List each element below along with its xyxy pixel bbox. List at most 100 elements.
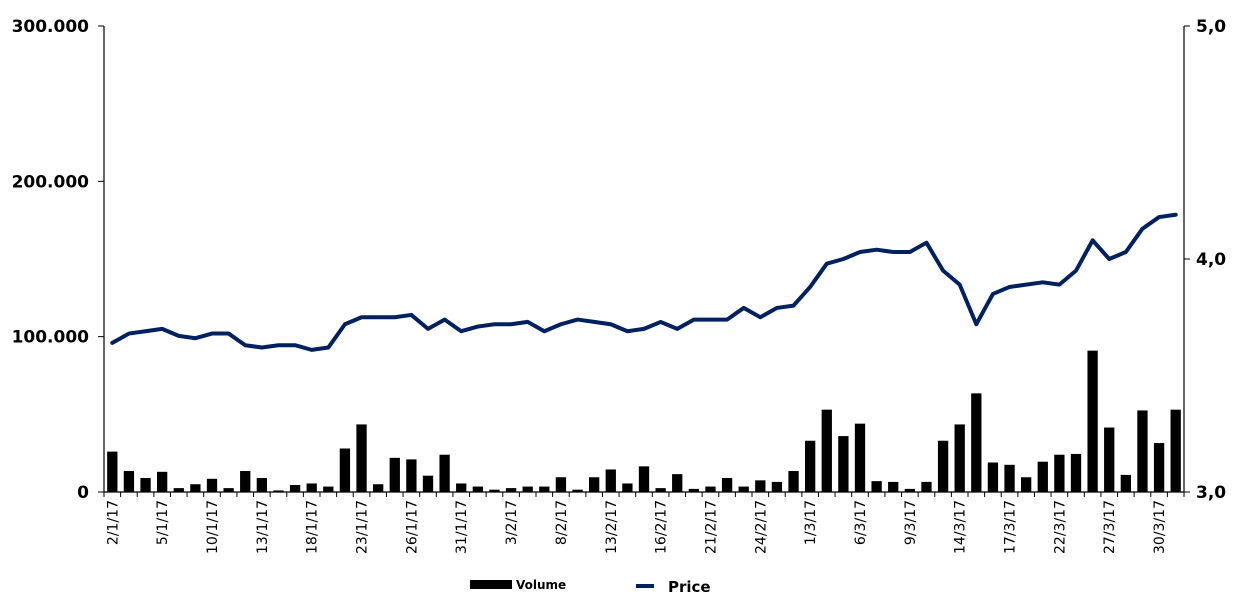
volume-bar [888,481,899,492]
volume-bar [854,423,866,492]
price-line [110,212,1178,352]
volume-bar [1137,410,1148,492]
volume-bar [871,481,882,492]
volume-bar [572,489,583,492]
x-tick-label: 8/2/17 [554,500,570,545]
volume-bar [107,451,118,492]
x-tick-label: 14/3/17 [953,500,969,554]
volume-bar [655,488,666,492]
volume-bar [339,448,351,492]
volume-bar [555,477,567,492]
volume-bar [705,486,716,492]
volume-bar [206,478,218,492]
volume-bar [838,436,849,492]
volume-bar [123,471,135,492]
y-left-tick-label: 300.000 [12,17,90,37]
volume-bar [688,488,699,492]
volume-bar [522,486,533,492]
x-tick-label: 30/3/17 [1152,500,1168,554]
volume-bar [755,480,766,492]
volume-bar [672,474,683,492]
volume-bar [1153,443,1165,492]
volume-bar [256,478,267,492]
volume-bar [289,485,301,492]
y-right-tick-label: 3,0 [1196,483,1226,503]
volume-bar [389,457,400,492]
volume-bar [1120,474,1131,492]
volume-bar [1070,453,1082,492]
volume-bar [140,478,151,492]
x-tick-label: 1/3/17 [803,500,819,545]
x-tick-label: 3/2/17 [504,500,520,545]
x-tick-label: 31/1/17 [454,500,470,554]
x-tick-label: 2/1/17 [105,500,121,545]
volume-bar [489,489,500,492]
volume-bar [805,440,816,492]
x-tick-label: 9/3/17 [903,500,919,545]
volume-bar [539,486,550,492]
volume-bar [323,486,334,492]
x-tick-label: 26/1/17 [404,500,420,554]
x-tick-label: 27/3/17 [1102,500,1118,554]
volume-bar [406,459,417,492]
volume-bar [439,454,450,492]
volume-bar [1087,350,1098,492]
volume-bar [223,488,234,492]
volume-bar [190,484,201,492]
x-tick-label: 24/2/17 [753,500,769,554]
volume-bar [788,471,799,492]
volume-bar [1054,454,1065,492]
x-tick-label: 16/2/17 [654,500,670,554]
x-tick-label: 17/3/17 [1003,500,1019,554]
x-tick-label: 18/1/17 [305,500,321,554]
volume-bar [622,483,633,492]
volume-bar [173,488,184,492]
volume-bar [638,466,650,492]
y-left-tick-label: 200.000 [12,172,90,192]
x-tick-label: 5/1/17 [155,500,171,545]
volume-bar [971,393,982,492]
volume-bar [356,424,367,492]
volume-bar [721,478,733,492]
x-tick-label: 10/1/17 [205,500,221,554]
x-tick-label: 23/1/17 [355,500,371,554]
volume-bar [771,481,783,492]
volume-bar [921,481,932,492]
volume-bar [589,477,600,492]
y-left-tick-label: 0 [77,483,89,503]
y-right-tick-label: 4,0 [1196,250,1226,270]
volume-bar [456,483,467,492]
volume-bar [605,469,616,492]
volume-bar [273,490,284,492]
volume-bar [987,462,999,492]
volume-bar [1004,464,1015,492]
volume-bar [1037,461,1048,492]
volume-bar [904,488,915,492]
x-tick-label: 22/3/17 [1052,500,1068,554]
volume-bar [240,471,251,492]
volume-bar [738,486,749,492]
volume-bar [306,483,317,492]
y-right-tick-label: 5,0 [1196,17,1226,37]
legend-volume-label: Volume [516,578,566,592]
volume-bar [157,471,168,492]
volume-bar [422,475,434,492]
volume-bar [821,409,832,492]
volume-bar [1021,477,1032,492]
legend-price-label: Price [668,578,711,593]
legend-volume-swatch [470,580,512,589]
x-tick-label: 13/1/17 [255,500,271,554]
x-tick-label: 13/2/17 [604,500,620,554]
volume-bar [472,486,483,492]
x-tick-label: 6/3/17 [853,500,869,545]
volume-bar [1170,409,1181,492]
volume-bar [1104,427,1115,492]
x-tick-label: 21/2/17 [703,500,719,554]
volume-bar [937,440,949,492]
volume-bar [954,424,965,492]
y-left-tick-label: 100.000 [12,328,90,348]
volume-bar [373,484,384,492]
volume-bar [505,488,517,492]
